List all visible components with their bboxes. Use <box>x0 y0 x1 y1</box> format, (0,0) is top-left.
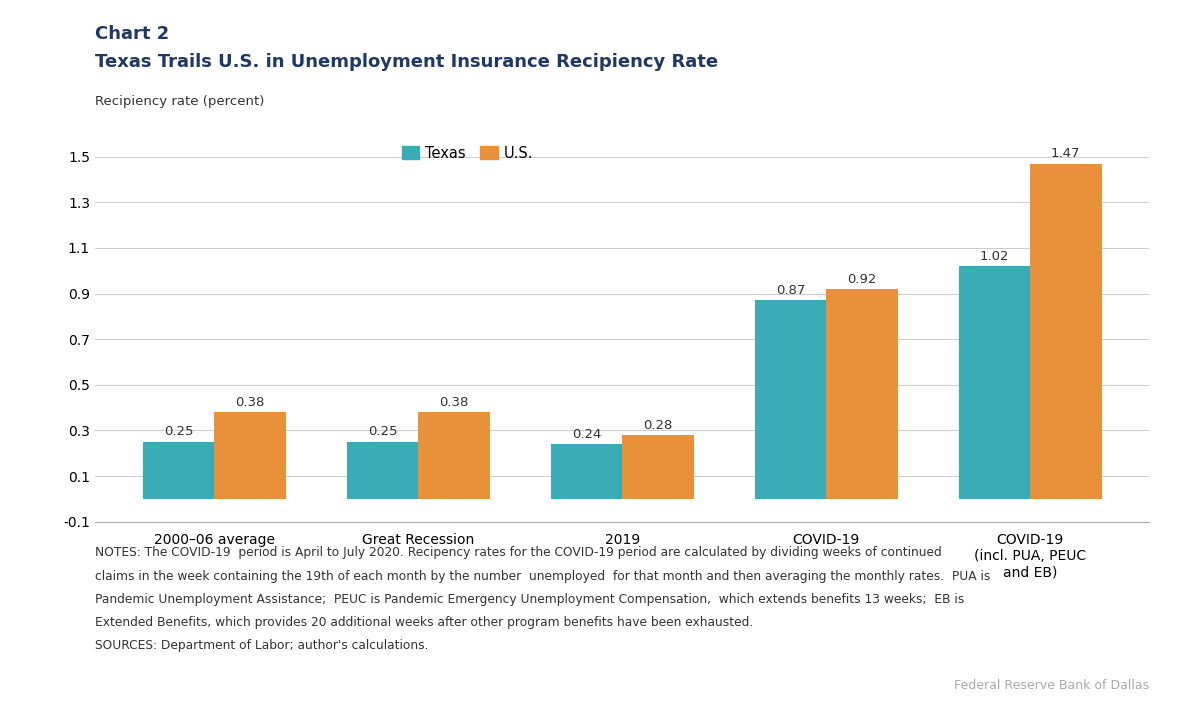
Text: 0.38: 0.38 <box>440 396 468 409</box>
Text: 1.02: 1.02 <box>980 250 1010 263</box>
Bar <box>347 442 418 499</box>
Bar <box>959 266 1030 499</box>
Text: 0.24: 0.24 <box>571 428 601 441</box>
Text: 0.25: 0.25 <box>367 425 397 439</box>
Text: Chart 2: Chart 2 <box>95 25 169 43</box>
Bar <box>622 435 693 499</box>
Text: 0.87: 0.87 <box>776 284 805 297</box>
Text: SOURCES: Department of Labor; author's calculations.: SOURCES: Department of Labor; author's c… <box>95 639 428 652</box>
Bar <box>1030 164 1102 499</box>
Bar <box>214 412 286 499</box>
Bar <box>142 442 214 499</box>
Bar <box>826 289 897 499</box>
Text: Extended Benefits, which provides 20 additional weeks after other program benefi: Extended Benefits, which provides 20 add… <box>95 616 752 629</box>
Text: 0.25: 0.25 <box>164 425 193 439</box>
Text: 1.47: 1.47 <box>1051 147 1081 160</box>
Legend: Texas, U.S.: Texas, U.S. <box>397 141 538 165</box>
Text: Pandemic Unemployment Assistance;  PEUC is Pandemic Emergency Unemployment Compe: Pandemic Unemployment Assistance; PEUC i… <box>95 593 965 606</box>
Text: NOTES: The COVID-19  period is April to July 2020. Recipency rates for the COVID: NOTES: The COVID-19 period is April to J… <box>95 546 942 559</box>
Text: 0.38: 0.38 <box>235 396 264 409</box>
Text: Texas Trails U.S. in Unemployment Insurance Recipiency Rate: Texas Trails U.S. in Unemployment Insura… <box>95 53 718 71</box>
Bar <box>418 412 489 499</box>
Bar <box>551 444 622 499</box>
Text: 0.28: 0.28 <box>643 419 673 431</box>
Text: claims in the week containing the 19th of each month by the number  unemployed  : claims in the week containing the 19th o… <box>95 570 991 582</box>
Text: Federal Reserve Bank of Dallas: Federal Reserve Bank of Dallas <box>954 680 1149 692</box>
Text: Recipiency rate (percent): Recipiency rate (percent) <box>95 95 264 108</box>
Text: 0.92: 0.92 <box>847 273 877 286</box>
Bar <box>755 300 826 499</box>
